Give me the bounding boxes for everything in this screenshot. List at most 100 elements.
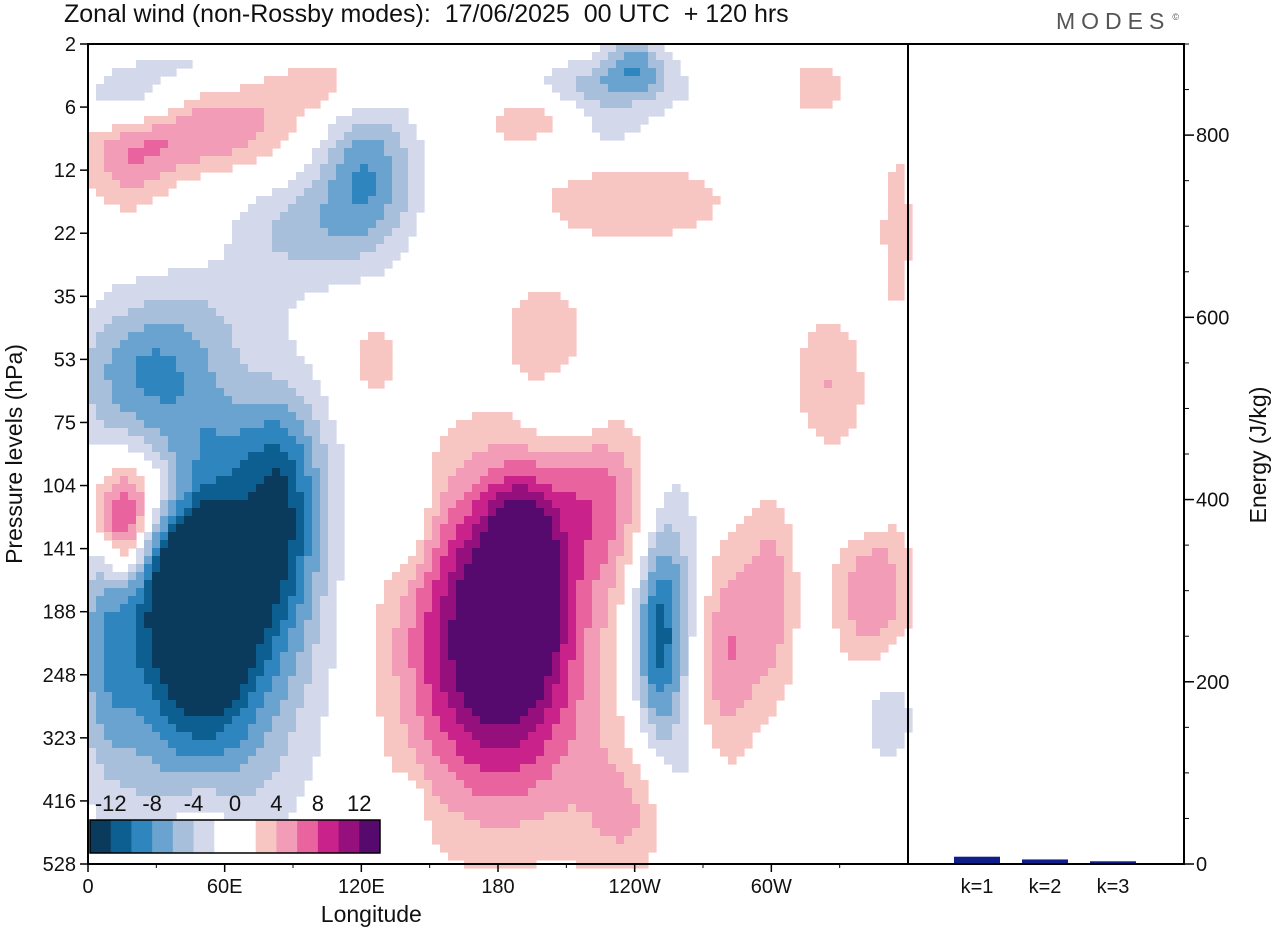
heatmap-cell (432, 740, 441, 749)
heatmap-cell (184, 268, 193, 277)
heatmap-cell (392, 636, 401, 645)
heatmap-cell (256, 116, 265, 125)
heatmap-cell (680, 564, 689, 573)
heatmap-cell (664, 220, 673, 229)
heatmap-cell (312, 668, 321, 677)
heatmap-cell (456, 508, 465, 517)
heatmap-cell (192, 780, 201, 789)
heatmap-cell (112, 164, 121, 173)
heatmap-cell (616, 172, 625, 181)
heatmap-cell (88, 332, 97, 341)
heatmap-cell (336, 548, 345, 557)
heatmap-cell (464, 772, 473, 781)
heatmap-cell (128, 436, 137, 445)
heatmap-cell (616, 564, 625, 573)
heatmap-cell (456, 516, 465, 525)
heatmap-cell (576, 756, 585, 765)
heatmap-cell (104, 684, 113, 693)
heatmap-cell (240, 308, 249, 317)
heatmap-cell (584, 484, 593, 493)
heatmap-cell (272, 484, 281, 493)
heatmap-cell (520, 700, 529, 709)
heatmap-cell (264, 660, 273, 669)
heatmap-cell (784, 556, 793, 565)
heatmap-cell (232, 124, 241, 133)
heatmap-cell (424, 644, 433, 653)
heatmap-cell (112, 324, 121, 333)
heatmap-cell (144, 348, 153, 357)
heatmap-cell (112, 652, 121, 661)
heatmap-cell (656, 548, 665, 557)
heatmap-cell (112, 756, 121, 765)
heatmap-cell (632, 604, 641, 613)
heatmap-cell (680, 676, 689, 685)
heatmap-cell (896, 268, 905, 277)
heatmap-cell (776, 516, 785, 525)
heatmap-cell (144, 540, 153, 549)
heatmap-cell (360, 172, 369, 181)
heatmap-cell (808, 380, 817, 389)
heatmap-cell (832, 356, 841, 365)
heatmap-cell (584, 508, 593, 517)
heatmap-cell (440, 684, 449, 693)
heatmap-cell (192, 692, 201, 701)
heatmap-cell (320, 428, 329, 437)
heatmap-cell (216, 116, 225, 125)
heatmap-cell (512, 500, 521, 509)
heatmap-cell (664, 740, 673, 749)
heatmap-cell (480, 724, 489, 733)
heatmap-cell (192, 404, 201, 413)
heatmap-cell (320, 484, 329, 493)
heatmap-cell (304, 540, 313, 549)
heatmap-cell (624, 100, 633, 109)
heatmap-cell (744, 556, 753, 565)
heatmap-cell (288, 76, 297, 85)
heatmap-cell (104, 716, 113, 725)
heatmap-cell (448, 660, 457, 669)
heatmap-cell (112, 380, 121, 389)
heatmap-cell (664, 188, 673, 197)
heatmap-cell (424, 660, 433, 669)
heatmap-cell (592, 636, 601, 645)
heatmap-cell (192, 108, 201, 117)
heatmap-cell (360, 244, 369, 253)
heatmap-cell (712, 588, 721, 597)
heatmap-cell (536, 716, 545, 725)
heatmap-cell (752, 508, 761, 517)
heatmap-cell (552, 324, 561, 333)
heatmap-cell (656, 580, 665, 589)
heatmap-cell (600, 84, 609, 93)
heatmap-cell (96, 604, 105, 613)
heatmap-cell (264, 556, 273, 565)
heatmap-cell (888, 244, 897, 253)
heatmap-cell (608, 60, 617, 69)
heatmap-cell (608, 212, 617, 221)
heatmap-cell (360, 140, 369, 149)
heatmap-cell (464, 532, 473, 541)
heatmap-cell (280, 532, 289, 541)
heatmap-cell (640, 676, 649, 685)
heatmap-cell (280, 484, 289, 493)
heatmap-cell (248, 588, 257, 597)
heatmap-cell (280, 212, 289, 221)
heatmap-cell (560, 580, 569, 589)
heatmap-cell (128, 308, 137, 317)
heatmap-cell (168, 500, 177, 509)
heatmap-cell (584, 620, 593, 629)
heatmap-cell (528, 548, 537, 557)
heatmap-cell (248, 548, 257, 557)
heatmap-cell (136, 492, 145, 501)
heatmap-cell (552, 500, 561, 509)
heatmap-cell (568, 348, 577, 357)
heatmap-cell (400, 612, 409, 621)
heatmap-cell (224, 444, 233, 453)
heatmap-cell (168, 316, 177, 325)
heatmap-cell (368, 108, 377, 117)
heatmap-cell (400, 204, 409, 213)
heatmap-cell (656, 108, 665, 117)
heatmap-cell (728, 532, 737, 541)
heatmap-cell (216, 676, 225, 685)
heatmap-cell (608, 620, 617, 629)
heatmap-cell (296, 764, 305, 773)
heatmap-cell (144, 732, 153, 741)
